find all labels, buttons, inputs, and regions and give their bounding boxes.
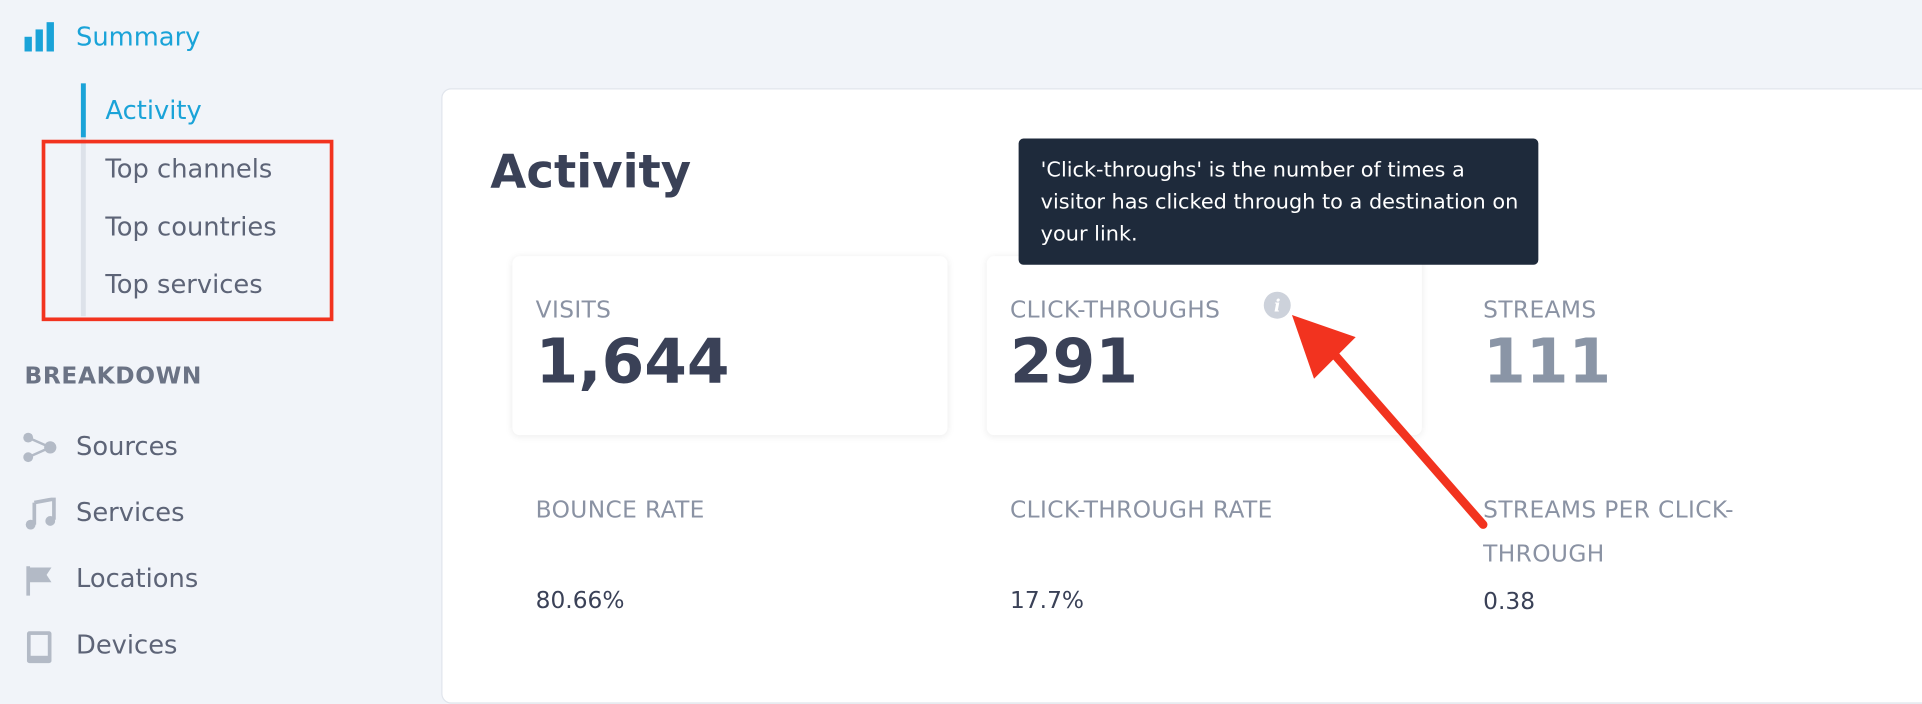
nav-item[interactable]: Top services: [105, 269, 263, 300]
breakdown-item[interactable]: Services: [75, 497, 185, 528]
svg-text:i: i: [1274, 296, 1281, 316]
annotation-arrow: [1291, 315, 1488, 529]
highlight-box: [41, 139, 334, 322]
metric-card: [986, 256, 1422, 436]
services-icon: [25, 497, 56, 530]
rate-value: 0.38: [1483, 588, 1536, 616]
rate-label: CLICK-THROUGH RATE: [1010, 496, 1273, 524]
screen: Summary Activity Top channels Top countr…: [23, 22, 1922, 704]
nav-item[interactable]: Activity: [105, 95, 202, 126]
summary-icon: [24, 22, 54, 52]
rate-label: STREAMS PER CLICK-THROUGH: [1483, 496, 1734, 568]
summary-link[interactable]: Summary: [75, 22, 201, 52]
devices-icon: [26, 631, 52, 664]
sources-icon: [23, 432, 57, 463]
tooltip-text: 'Click-throughs' is the number of times …: [1040, 158, 1519, 247]
breakdown-item[interactable]: Locations: [75, 563, 199, 594]
section-heading: BREAKDOWN: [24, 362, 203, 390]
locations-icon: [26, 566, 52, 596]
nav-item[interactable]: Top countries: [105, 212, 277, 242]
metric-label: VISITS: [535, 296, 612, 324]
page: Summary Activity Top channels Top countr…: [23, 22, 1922, 704]
tooltip: [1018, 138, 1539, 265]
breakdown-item[interactable]: Devices: [75, 630, 178, 660]
metric-label: STREAMS: [1483, 296, 1597, 324]
rate-label: BOUNCE RATE: [535, 496, 705, 524]
nav-item[interactable]: Top channels: [105, 154, 273, 184]
metric-label: CLICK-THROUGHS: [1010, 296, 1221, 324]
breakdown-item[interactable]: Sources: [75, 431, 178, 461]
rate-value: 17.7%: [1010, 587, 1085, 615]
nav-active-bar: [80, 83, 86, 138]
page-title: Activity: [490, 144, 692, 199]
metric-value: 1,644: [535, 326, 730, 398]
nav-rail: [80, 83, 86, 317]
metric-card: [512, 256, 948, 436]
info-icon[interactable]: i: [1263, 291, 1292, 320]
metric-value: 111: [1483, 326, 1612, 398]
rate-value: 80.66%: [535, 587, 625, 615]
metric-value: 291: [1010, 326, 1138, 398]
